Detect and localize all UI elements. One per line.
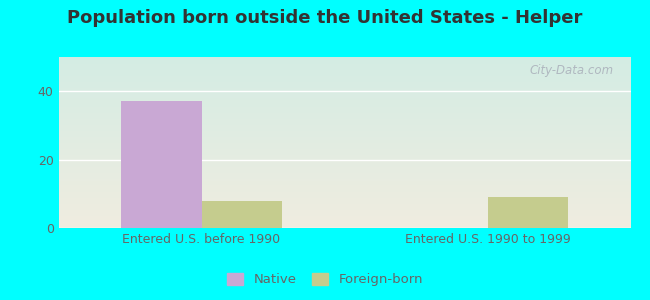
Text: Population born outside the United States - Helper: Population born outside the United State… <box>68 9 582 27</box>
Bar <box>122 101 202 228</box>
Text: City-Data.com: City-Data.com <box>529 64 614 77</box>
Legend: Native, Foreign-born: Native, Foreign-born <box>223 269 427 290</box>
Bar <box>488 197 567 228</box>
Bar <box>202 201 281 228</box>
